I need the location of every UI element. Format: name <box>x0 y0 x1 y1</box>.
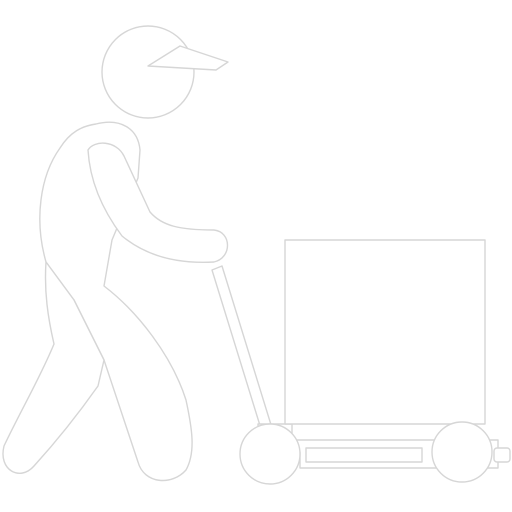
torso-icon <box>39 121 193 482</box>
base-slot-icon <box>305 447 423 463</box>
axle-stub-icon <box>493 447 511 463</box>
head-icon <box>101 25 195 119</box>
cargo-box-icon <box>284 239 486 425</box>
back-leg-icon <box>2 261 105 474</box>
cap-brim-icon <box>147 45 229 71</box>
front-wheel-icon <box>239 423 301 485</box>
rear-wheel-icon <box>431 421 493 483</box>
hand-truck-handle-icon <box>211 265 273 433</box>
arm-icon <box>87 142 229 263</box>
